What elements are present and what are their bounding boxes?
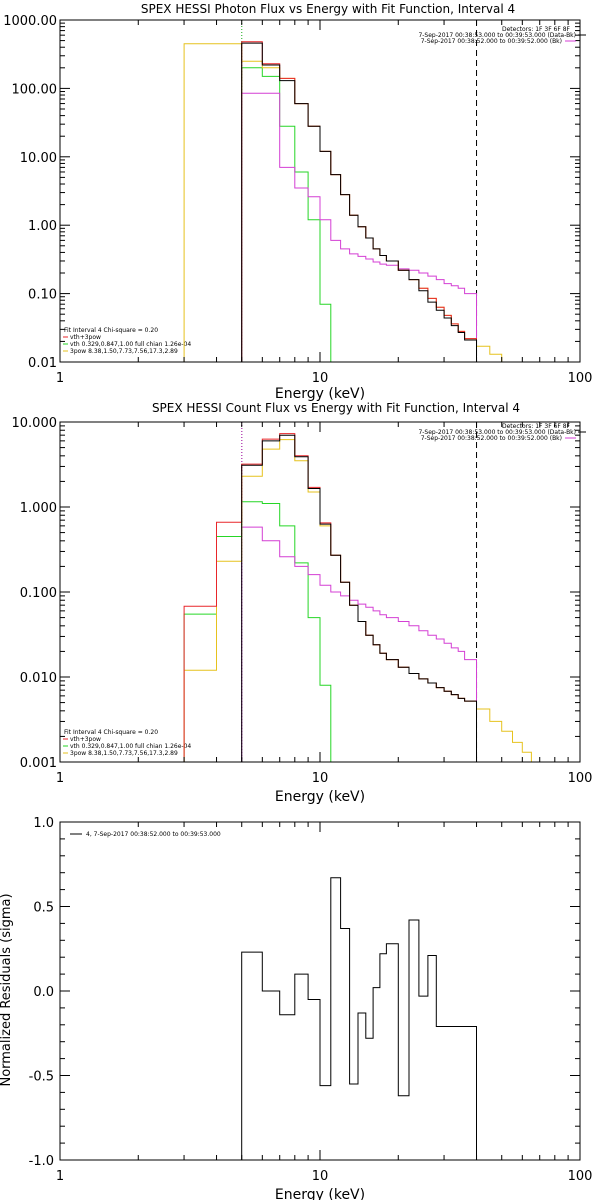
y-tick-label-0-1: 0.10 [28, 288, 57, 303]
y-tick-label-0-0: 0.01 [28, 356, 57, 371]
y-tick-label-2-0: -1.0 [29, 1154, 54, 1169]
plot-area-2 [241, 877, 477, 1160]
photon-x-axis-label: Energy (keV) [275, 386, 365, 402]
count-fit-line1: vth+3pow [70, 736, 101, 743]
x-tick-label-2-2: 100 [568, 1169, 593, 1184]
y-tick-label-2-3: 0.5 [33, 901, 54, 916]
count-fit-line3: 3pow 8.38,1.50,7.73,7.56,17.3,2.89 [70, 750, 178, 757]
series-1-black [241, 434, 477, 762]
y-tick-label-0-3: 10.00 [20, 151, 57, 166]
y-tick-label-0-2: 1.00 [28, 219, 57, 234]
count-flux-panel: SPEX HESSI Count Flux vs Energy with Fit… [12, 401, 593, 805]
series-2-black [241, 877, 477, 1160]
photon-fit-line0: Fit Interval 4 Chi-square = 0.20 [64, 327, 158, 334]
series-0-black [241, 42, 477, 362]
x-tick-label-1-1: 10 [312, 771, 329, 786]
photon-fit-line2: vth 0.329,0.847,1.00 full chian 1.26e-04 [70, 341, 191, 348]
series-1-magenta [241, 526, 477, 762]
plot-area-1 [183, 422, 548, 762]
photon-fit-line1: vth+3pow [70, 334, 101, 341]
x-tick-label-0-2: 100 [568, 371, 593, 386]
count-chart-title: SPEX HESSI Count Flux vs Energy with Fit… [152, 401, 520, 415]
photon-flux-panel: SPEX HESSI Photon Flux vs Energy with Fi… [3, 2, 592, 402]
count-detectors-label: Detectors: 1F 3F 6F 8F [502, 423, 571, 430]
series-0-yellow [183, 43, 513, 362]
x-tick-label-2-1: 10 [312, 1169, 329, 1184]
axes-frame-0 [59, 19, 581, 363]
y-tick-label-1-1: 0.010 [20, 671, 57, 686]
count-header-line2: 7-Sep-2017 00:38:52.000 to 00:39:52.000 … [421, 435, 562, 442]
residuals-panel: 4, 7-Sep-2017 00:38:52.000 to 00:39:53.0… [0, 816, 592, 1200]
y-tick-label-0-4: 100.00 [12, 82, 58, 97]
y-tick-label-1-4: 10.000 [12, 416, 58, 431]
x-tick-label-0-0: 1 [56, 371, 64, 386]
residuals-y-axis-label: Normalized Residuals (sigma) [0, 893, 14, 1086]
series-0-red [241, 41, 477, 362]
residuals-legend-label: 4, 7-Sep-2017 00:38:52.000 to 00:39:53.0… [86, 831, 221, 838]
axes-frame-1 [59, 421, 581, 763]
series-0-magenta [241, 92, 477, 362]
x-tick-label-1-2: 100 [568, 771, 593, 786]
y-tick-label-1-3: 1.000 [20, 501, 57, 516]
photon-fit-line3: 3pow 8.38,1.50,7.73,7.56,17.3,2.89 [70, 348, 178, 355]
y-tick-label-1-0: 0.001 [20, 756, 57, 771]
y-tick-label-2-4: 1.0 [33, 816, 54, 831]
count-x-axis-label: Energy (keV) [275, 789, 365, 805]
count-fit-line2: vth 0.329,0.847,1.00 full chian 1.26e-04 [70, 743, 191, 750]
count-fit-line0: Fit Interval 4 Chi-square = 0.20 [64, 729, 158, 736]
x-tick-label-1-0: 1 [56, 771, 64, 786]
x-tick-label-0-1: 10 [312, 371, 329, 386]
y-tick-label-1-2: 0.100 [20, 586, 57, 601]
series-1-green [183, 501, 332, 762]
y-tick-label-0-5: 1000.00 [3, 14, 57, 29]
photon-chart-title: SPEX HESSI Photon Flux vs Energy with Fi… [141, 2, 515, 16]
series-1-yellow [183, 439, 548, 762]
residuals-x-axis-label: Energy (keV) [275, 1187, 365, 1200]
x-tick-label-2-0: 1 [56, 1169, 64, 1184]
plot-area-0 [183, 20, 513, 362]
y-tick-label-2-2: 0.0 [33, 985, 54, 1000]
series-0-green [241, 67, 332, 362]
y-tick-label-2-1: -0.5 [29, 1070, 54, 1085]
count-header-line1: 7-Sep-2017 00:38:53.000 to 00:39:53.000 … [418, 429, 576, 436]
photon-header-line1: 7-Sep-2017 00:38:53.000 to 00:39:53.000 … [418, 32, 576, 39]
photon-header-line2: 7-Sep-2017 00:38:52.000 to 00:39:52.000 … [421, 38, 562, 45]
photon-detectors-label: Detectors: 1F 3F 6F 8F [502, 26, 571, 33]
axes-frame-2 [59, 821, 581, 1161]
